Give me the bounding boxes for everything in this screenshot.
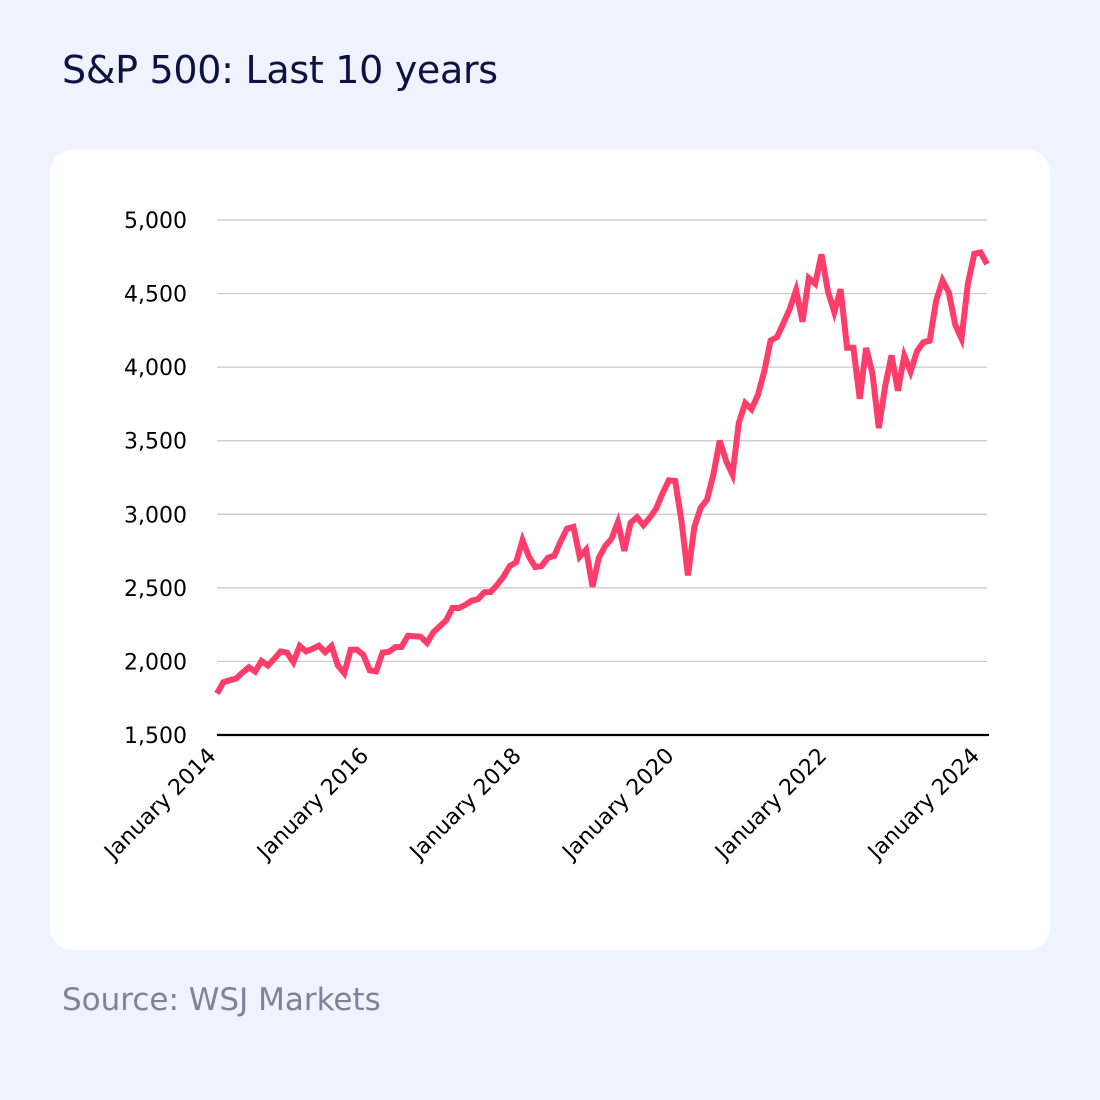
gridlines [217,219,987,663]
y-tick-label: 2,000 [124,650,187,675]
line-chart: 1,500 2,000 2,500 3,000 3,500 4,000 4,500 5,000… [99,209,990,867]
x-tick-label: January 2022 [710,744,833,867]
x-axis-ticks: January 2014 January 2016 January 2018 Janu… [99,744,985,867]
x-tick-label: January 2016 [251,744,374,867]
series-line [214,248,990,695]
source-note: Source: WSJ Markets [62,982,381,1018]
y-tick-label: 3,500 [124,430,187,455]
series-layer [214,248,990,695]
x-tick-label: January 2024 [862,744,985,867]
y-tick-label: 1,500 [124,724,187,749]
y-tick-label: 5,000 [124,209,187,234]
x-tick-label: January 2018 [404,744,527,867]
chart-card: 1,500 2,000 2,500 3,000 3,500 4,000 4,500 5,000… [50,150,1050,950]
y-tick-label: 2,500 [124,577,187,602]
y-tick-label: 4,500 [124,283,187,308]
y-tick-label: 3,000 [124,503,187,528]
y-tick-label: 4,000 [124,356,187,381]
y-axis-ticks: 1,500 2,000 2,500 3,000 3,500 4,000 4,500 5,000 [124,209,187,749]
x-tick-label: January 2014 [99,744,222,867]
x-tick-label: January 2020 [557,744,680,867]
page-title: S&P 500: Last 10 years [62,48,498,92]
